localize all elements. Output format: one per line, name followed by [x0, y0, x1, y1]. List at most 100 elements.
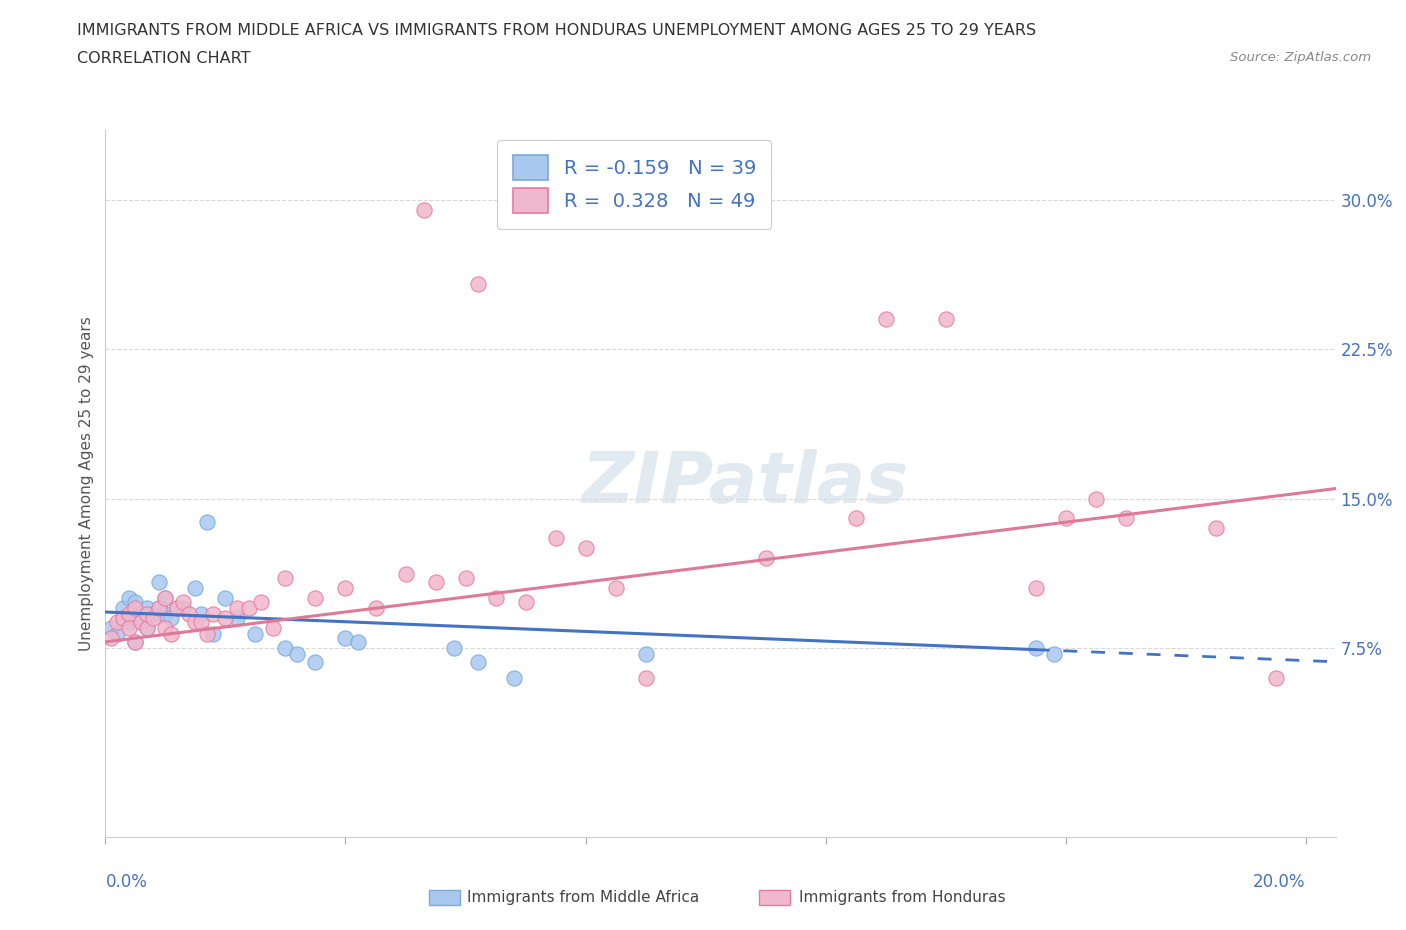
Point [515, 594, 537, 609]
Point [172, 601, 194, 616]
Point [484, 591, 506, 605]
Point [112, 601, 135, 616]
Point [124, 634, 146, 649]
Point [124, 594, 146, 609]
Point [467, 276, 489, 291]
Point [172, 594, 194, 609]
Point [197, 627, 219, 642]
Point [605, 580, 627, 595]
Point [148, 575, 170, 590]
Point [454, 571, 477, 586]
Point [148, 601, 170, 616]
Point [226, 601, 249, 616]
Point [274, 571, 297, 586]
Text: Immigrants from Honduras: Immigrants from Honduras [799, 890, 1005, 905]
Point [155, 606, 177, 621]
Point [364, 601, 387, 616]
Point [1205, 521, 1227, 536]
Point [184, 615, 207, 630]
Point [136, 606, 159, 621]
Point [845, 511, 868, 525]
Point [118, 606, 141, 621]
Point [136, 620, 159, 635]
Point [142, 606, 165, 621]
Point [107, 627, 129, 642]
Point [634, 646, 657, 661]
Point [118, 620, 141, 635]
Point [1025, 641, 1047, 656]
Point [100, 631, 122, 645]
Point [131, 606, 153, 621]
Text: 20.0%: 20.0% [1253, 873, 1306, 891]
Point [1054, 511, 1077, 525]
Text: Immigrants from Middle Africa: Immigrants from Middle Africa [467, 890, 699, 905]
Point [184, 580, 207, 595]
Point [304, 655, 326, 670]
Point [166, 601, 188, 616]
Point [197, 515, 219, 530]
Point [335, 631, 357, 645]
Point [112, 611, 135, 626]
Point [304, 591, 326, 605]
Point [107, 615, 129, 630]
Point [1115, 511, 1137, 525]
Point [335, 580, 357, 595]
Point [502, 671, 524, 685]
Point [136, 620, 159, 635]
Point [160, 611, 183, 626]
Point [544, 531, 567, 546]
Point [124, 601, 146, 616]
Point [574, 541, 596, 556]
Point [124, 634, 146, 649]
Text: 0.0%: 0.0% [105, 873, 148, 891]
Point [136, 601, 159, 616]
Text: IMMIGRANTS FROM MIDDLE AFRICA VS IMMIGRANTS FROM HONDURAS UNEMPLOYMENT AMONG AGE: IMMIGRANTS FROM MIDDLE AFRICA VS IMMIGRA… [77, 23, 1036, 38]
Point [118, 591, 141, 605]
Point [112, 611, 135, 626]
Point [346, 634, 368, 649]
Point [467, 655, 489, 670]
Point [190, 615, 212, 630]
Point [250, 594, 273, 609]
Point [155, 620, 177, 635]
Point [1084, 491, 1107, 506]
Point [202, 627, 225, 642]
Point [412, 203, 434, 218]
Point [160, 627, 183, 642]
Point [1042, 646, 1064, 661]
Point [155, 591, 177, 605]
Point [214, 611, 236, 626]
Point [425, 575, 447, 590]
Point [118, 615, 141, 630]
Point [166, 601, 188, 616]
Text: Source: ZipAtlas.com: Source: ZipAtlas.com [1230, 51, 1371, 64]
Point [274, 641, 297, 656]
Point [263, 620, 285, 635]
Point [190, 606, 212, 621]
Point [238, 601, 260, 616]
Point [148, 601, 170, 616]
Point [214, 591, 236, 605]
Legend: R = -0.159   N = 39, R =  0.328   N = 49: R = -0.159 N = 39, R = 0.328 N = 49 [498, 140, 772, 229]
Point [226, 611, 249, 626]
Text: CORRELATION CHART: CORRELATION CHART [77, 51, 250, 66]
Y-axis label: Unemployment Among Ages 25 to 29 years: Unemployment Among Ages 25 to 29 years [79, 316, 94, 651]
Text: ZIPatlas: ZIPatlas [582, 449, 908, 518]
Point [1025, 580, 1047, 595]
Point [131, 615, 153, 630]
Point [142, 611, 165, 626]
Point [634, 671, 657, 685]
Point [935, 312, 957, 326]
Point [100, 620, 122, 635]
Point [394, 566, 416, 581]
Point [755, 551, 778, 565]
Point [131, 615, 153, 630]
Point [443, 641, 465, 656]
Point [124, 611, 146, 626]
Point [155, 591, 177, 605]
Point [287, 646, 309, 661]
Point [202, 606, 225, 621]
Point [1264, 671, 1286, 685]
Point [179, 606, 201, 621]
Point [875, 312, 897, 326]
